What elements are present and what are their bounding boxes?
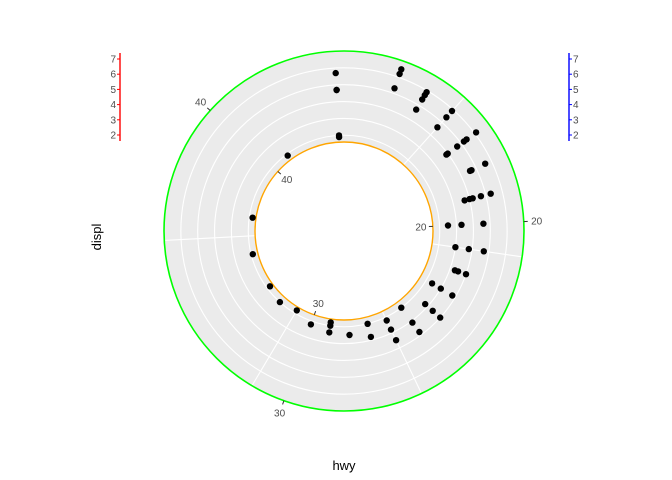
data-point	[429, 307, 436, 314]
theta-inner-tick-label: 30	[313, 299, 325, 310]
grid-spoke	[403, 96, 465, 166]
theta-inner-tick-label: 40	[281, 175, 293, 186]
data-point	[437, 314, 444, 321]
outer-ring	[163, 50, 525, 412]
data-point	[332, 69, 339, 77]
data-point	[333, 86, 340, 94]
data-point	[428, 280, 436, 287]
grid-circle	[180, 67, 508, 395]
theta-outer-tick-label: 30	[274, 408, 286, 419]
grid-circle	[214, 101, 474, 361]
data-point	[367, 333, 375, 341]
data-point	[422, 300, 429, 308]
data-point	[335, 132, 343, 139]
data-point	[387, 326, 395, 333]
data-point	[383, 317, 390, 324]
data-point	[419, 96, 426, 103]
panel-annulus	[164, 51, 524, 411]
data-point	[480, 220, 487, 227]
data-point	[452, 244, 459, 251]
axis-tick-label: 6	[573, 70, 579, 81]
data-point	[392, 337, 400, 344]
data-point	[443, 114, 450, 121]
axis-tick-label: 7	[573, 55, 579, 66]
data-points	[249, 66, 494, 344]
inner-ring	[254, 141, 434, 321]
data-point	[444, 222, 452, 229]
grid-spoke	[432, 243, 523, 258]
data-point	[266, 283, 274, 290]
axis-tick-label: 4	[110, 100, 116, 111]
left-displ-axis: 2 3 4 5 6 7	[110, 53, 121, 142]
y-axis-title: displ	[89, 224, 104, 251]
data-point	[437, 285, 444, 292]
theta-axis: 20 30 40 20 30 40	[195, 97, 543, 419]
data-point	[326, 329, 333, 336]
data-point	[398, 304, 405, 311]
theta-outer-tick-mark	[282, 400, 285, 405]
data-point	[472, 129, 480, 136]
theta-outer-tick-label: 20	[531, 216, 543, 227]
axis-tick-label: 3	[110, 115, 116, 126]
axis-tick-label: 7	[110, 55, 116, 66]
axis-tick-label: 3	[573, 115, 579, 126]
grid-spoke	[164, 235, 256, 241]
data-point	[391, 85, 398, 92]
grid-circle	[247, 134, 441, 328]
theta-inner-tick-mark	[313, 310, 317, 316]
x-axis-title: hwy	[332, 458, 356, 473]
axis-tick-label: 4	[573, 100, 579, 111]
data-point	[463, 136, 470, 143]
data-point	[416, 328, 423, 336]
axis-tick-label: 2	[573, 131, 579, 142]
grid-circle	[197, 84, 491, 378]
theta-outer-tick-label: 40	[195, 97, 207, 108]
axis-tick-label: 5	[110, 85, 116, 96]
data-point	[307, 321, 315, 328]
polar-gridlines	[163, 50, 525, 412]
data-point	[480, 248, 487, 255]
data-point	[461, 197, 468, 204]
data-point	[469, 195, 476, 202]
right-displ-axis: 2 3 4 5 6 7	[568, 53, 579, 142]
data-point	[465, 245, 472, 253]
data-point	[276, 298, 284, 306]
theta-inner-tick-label: 20	[415, 223, 427, 234]
data-point	[249, 251, 256, 258]
data-point	[293, 307, 300, 314]
data-point	[434, 124, 441, 131]
data-point	[451, 267, 459, 274]
axis-tick-label: 2	[110, 131, 116, 142]
theta-outer-tick-mark	[206, 107, 211, 111]
data-point	[477, 193, 485, 200]
theta-inner-tick-mark	[277, 171, 282, 175]
data-point	[327, 319, 334, 326]
data-point	[409, 319, 416, 326]
axis-tick-label: 6	[110, 70, 116, 81]
data-point	[249, 214, 256, 221]
data-point	[364, 320, 371, 327]
data-point	[448, 107, 456, 115]
data-point	[443, 151, 450, 158]
data-point	[458, 221, 465, 228]
data-point	[284, 152, 291, 159]
grid-spoke	[381, 311, 422, 394]
grid-circle	[230, 117, 458, 345]
grid-spoke	[251, 307, 299, 386]
data-point	[482, 160, 489, 167]
axis-tick-label: 5	[573, 85, 579, 96]
polar-panel	[164, 51, 524, 411]
data-point	[487, 190, 494, 197]
data-point	[454, 143, 461, 150]
data-point	[346, 331, 353, 339]
data-point	[466, 167, 474, 175]
polar-rings	[163, 50, 525, 412]
data-point	[413, 106, 420, 113]
data-point	[449, 292, 456, 299]
data-point	[423, 89, 430, 96]
data-point	[462, 271, 470, 278]
data-point	[398, 66, 405, 73]
